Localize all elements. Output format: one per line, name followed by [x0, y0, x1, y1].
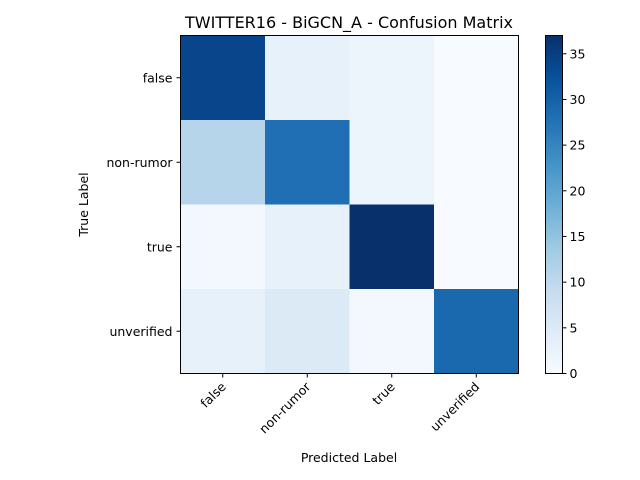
y-axis: false non-rumor true unverified: [106, 70, 181, 339]
cell-unverified-unverified: [434, 289, 519, 374]
colorbar: [545, 35, 563, 374]
heatmap-cells: [180, 35, 519, 374]
cell-false-non-rumor: [265, 35, 350, 121]
cell-false-true: [349, 35, 435, 121]
cell-unverified-false: [180, 289, 266, 374]
y-axis-label: True Label: [76, 172, 91, 237]
cell-false-unverified: [434, 35, 519, 121]
colorbar-ticks: 0 5 10 15 20 25 30 35: [562, 46, 586, 381]
colorbar-tick-label: 30: [570, 92, 586, 107]
cell-true-unverified: [434, 204, 519, 290]
cell-non-rumor-false: [180, 120, 266, 205]
cell-non-rumor-non-rumor: [265, 120, 350, 205]
x-tick-label: false: [197, 379, 229, 411]
colorbar-tick-label: 0: [570, 366, 578, 381]
y-tick-label: non-rumor: [106, 155, 173, 170]
chart-title: TWITTER16 - BiGCN_A - Confusion Matrix: [184, 13, 513, 33]
colorbar-tick-label: 5: [570, 320, 578, 335]
colorbar-tick-label: 15: [570, 229, 586, 244]
cell-unverified-non-rumor: [265, 289, 350, 374]
x-tick-label: unverified: [427, 379, 482, 434]
x-tick-label: true: [369, 379, 398, 408]
cell-true-false: [180, 204, 266, 290]
cell-unverified-true: [349, 289, 435, 374]
cell-non-rumor-true: [349, 120, 435, 205]
cell-true-true: [349, 204, 435, 290]
colorbar-tick-label: 35: [570, 46, 586, 61]
y-tick-label: true: [147, 239, 173, 254]
cell-false-false: [180, 35, 266, 121]
colorbar-tick-label: 10: [570, 275, 586, 290]
colorbar-tick-label: 20: [570, 183, 586, 198]
x-tick-label: non-rumor: [256, 378, 314, 436]
x-axis-label: Predicted Label: [301, 450, 397, 465]
cell-non-rumor-unverified: [434, 120, 519, 205]
colorbar-tick-label: 25: [570, 138, 586, 153]
y-tick-label: false: [143, 70, 173, 85]
y-tick-label: unverified: [109, 324, 172, 339]
plot-frame: [180, 35, 519, 374]
x-axis: false non-rumor true unverified: [197, 373, 482, 436]
cell-true-non-rumor: [265, 204, 350, 290]
